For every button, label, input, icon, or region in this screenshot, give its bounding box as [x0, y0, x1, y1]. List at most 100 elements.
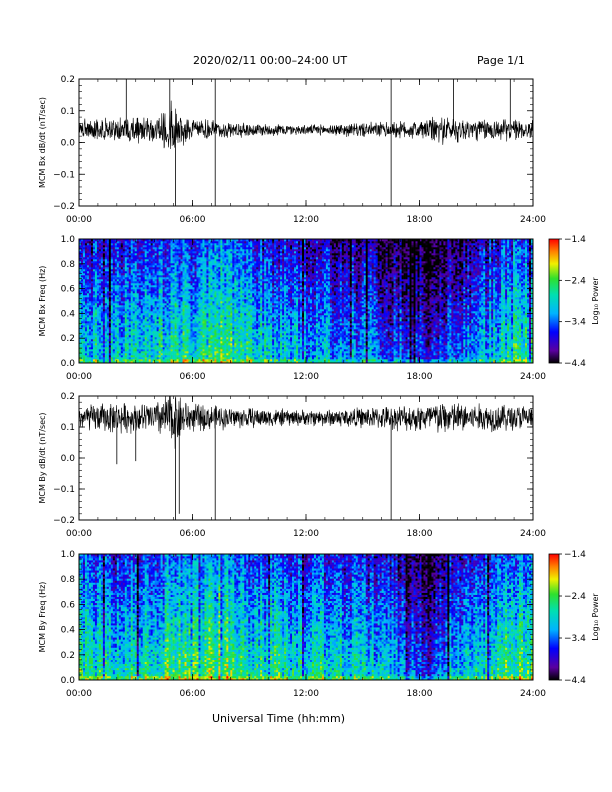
heatmap-cell: [208, 341, 210, 343]
heatmap-cell: [115, 321, 117, 323]
heatmap-cell: [111, 349, 113, 351]
heatmap-cell: [200, 307, 202, 309]
heatmap-cell: [159, 323, 161, 325]
heatmap-cell: [202, 299, 204, 301]
heatmap-cell: [185, 255, 187, 257]
heatmap-cell: [91, 335, 93, 337]
heatmap-cell: [147, 345, 149, 347]
heatmap-cell: [165, 307, 167, 309]
heatmap-cell: [117, 245, 119, 247]
heatmap-cell: [147, 291, 149, 293]
heatmap-cell: [175, 293, 177, 295]
heatmap-cell: [220, 353, 222, 355]
heatmap-cell: [169, 257, 171, 259]
heatmap-cell: [204, 347, 206, 349]
heatmap-cell: [155, 341, 157, 343]
heatmap-cell: [230, 291, 232, 293]
heatmap-cell: [93, 263, 95, 265]
heatmap-cell: [189, 293, 191, 295]
heatmap-cell: [123, 307, 125, 309]
heatmap-cell: [204, 359, 206, 361]
heatmap-cell: [95, 285, 97, 287]
heatmap-cell: [183, 357, 185, 359]
heatmap-cell: [91, 265, 93, 267]
heatmap-cell: [212, 271, 214, 273]
heatmap-cell: [151, 281, 153, 283]
heatmap-cell: [91, 351, 93, 353]
heatmap-cell: [189, 359, 191, 361]
heatmap-cell: [103, 241, 105, 243]
heatmap-cell: [117, 251, 119, 253]
heatmap-cell: [143, 331, 145, 333]
heatmap-cell: [97, 281, 99, 283]
heatmap-cell: [83, 249, 85, 251]
heatmap-cell: [101, 347, 103, 349]
heatmap-cell: [175, 327, 177, 329]
heatmap-cell: [210, 315, 212, 317]
heatmap-cell: [91, 321, 93, 323]
heatmap-cell: [159, 321, 161, 323]
heatmap-cell: [135, 283, 137, 285]
heatmap-cell: [179, 301, 181, 303]
heatmap-cell: [83, 283, 85, 285]
heatmap-cell: [133, 329, 135, 331]
heatmap-cell: [121, 337, 123, 339]
heatmap-cell: [177, 269, 179, 271]
heatmap-cell: [95, 341, 97, 343]
heatmap-cell: [202, 303, 204, 305]
heatmap-cell: [89, 301, 91, 303]
heatmap-cell: [145, 243, 147, 245]
heatmap-cell: [145, 353, 147, 355]
heatmap-cell: [143, 259, 145, 261]
heatmap-cell: [113, 319, 115, 321]
heatmap-cell: [206, 309, 208, 311]
heatmap-cell: [187, 337, 189, 339]
heatmap-cell: [107, 277, 109, 279]
heatmap-cell: [204, 319, 206, 321]
heatmap-cell: [81, 311, 83, 313]
heatmap-cell: [189, 253, 191, 255]
heatmap-cell: [185, 341, 187, 343]
heatmap-cell: [153, 293, 155, 295]
heatmap-cell: [208, 265, 210, 267]
heatmap-cell: [87, 325, 89, 327]
heatmap-cell: [218, 315, 220, 317]
heatmap-cell: [153, 243, 155, 245]
heatmap-cell: [107, 357, 109, 359]
heatmap-cell: [105, 299, 107, 301]
heatmap-cell: [137, 327, 139, 329]
heatmap-cell: [85, 335, 87, 337]
heatmap-cell: [214, 283, 216, 285]
heatmap-cell: [147, 249, 149, 251]
heatmap-cell: [119, 347, 121, 349]
heatmap-cell: [214, 323, 216, 325]
heatmap-cell: [224, 273, 226, 275]
heatmap-cell: [167, 299, 169, 301]
heatmap-cell: [163, 265, 165, 267]
heatmap-cell: [179, 305, 181, 307]
heatmap-cell: [99, 251, 101, 253]
heatmap-cell: [103, 325, 105, 327]
heatmap-cell: [123, 273, 125, 275]
heatmap-cell: [107, 261, 109, 263]
heatmap-cell: [85, 291, 87, 293]
heatmap-cell: [220, 261, 222, 263]
heatmap-cell: [208, 331, 210, 333]
heatmap-cell: [224, 277, 226, 279]
heatmap-cell: [216, 241, 218, 243]
heatmap-cell: [91, 287, 93, 289]
heatmap-cell: [81, 269, 83, 271]
heatmap-cell: [173, 285, 175, 287]
heatmap-cell: [95, 271, 97, 273]
heatmap-cell: [179, 311, 181, 313]
heatmap-cell: [115, 355, 117, 357]
heatmap-cell: [135, 341, 137, 343]
heatmap-cell: [202, 279, 204, 281]
heatmap-cell: [202, 269, 204, 271]
heatmap-cell: [133, 263, 135, 265]
heatmap-cell: [220, 341, 222, 343]
heatmap-cell: [232, 241, 234, 243]
heatmap-cell: [101, 281, 103, 283]
heatmap-cell: [117, 341, 119, 343]
heatmap-cell: [171, 323, 173, 325]
